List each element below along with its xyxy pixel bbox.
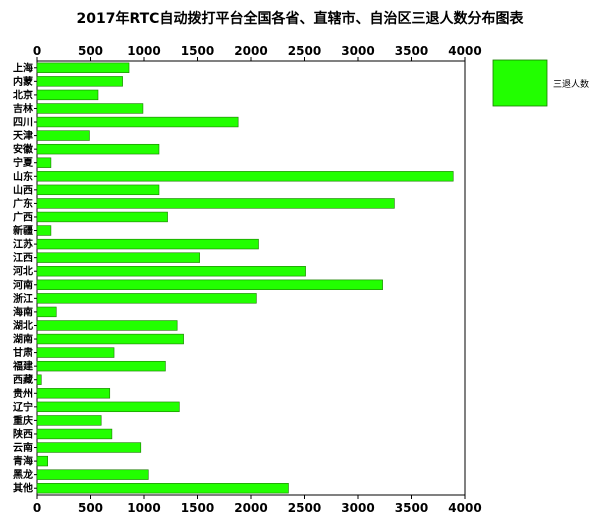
bar — [36, 89, 99, 101]
bar — [36, 225, 52, 236]
category-label: 辽宁 — [13, 400, 33, 413]
bar — [36, 360, 166, 372]
bar — [36, 279, 383, 290]
bar — [36, 116, 239, 128]
category-label: 青海 — [13, 455, 33, 468]
category-label: 宁夏 — [13, 156, 34, 169]
bar — [36, 455, 48, 467]
bar — [36, 469, 149, 480]
x-tick-label-bottom: 2500 — [288, 501, 321, 515]
x-tick-label-bottom: 500 — [78, 501, 103, 515]
category-label: 江西 — [13, 251, 33, 264]
bar — [36, 333, 184, 345]
category-label: 浙江 — [13, 292, 33, 305]
bar — [36, 103, 144, 114]
bar — [36, 347, 115, 358]
bar — [36, 483, 289, 494]
x-tick-label-top: 1500 — [181, 44, 214, 58]
category-label: 河南 — [13, 278, 33, 291]
bar — [36, 442, 142, 453]
category-label: 天津 — [13, 129, 33, 142]
x-tick-label-top: 3000 — [341, 44, 374, 58]
bar — [36, 157, 52, 168]
category-label: 上海 — [13, 61, 33, 74]
category-label: 西藏 — [13, 373, 33, 386]
x-tick-label-bottom: 3500 — [395, 501, 428, 515]
bar — [36, 62, 130, 73]
category-label: 贵州 — [13, 387, 33, 400]
category-label: 广东 — [13, 197, 33, 210]
x-tick-label-bottom: 4000 — [448, 501, 481, 515]
category-label: 其他 — [13, 482, 33, 495]
bar — [36, 76, 123, 87]
bar — [36, 266, 306, 277]
category-label: 四川 — [13, 117, 33, 129]
x-tick-label-top: 500 — [78, 44, 103, 58]
x-tick-label-bottom: 1000 — [127, 501, 160, 515]
category-label: 山东 — [13, 170, 33, 183]
bar — [36, 401, 180, 413]
category-label: 福建 — [12, 360, 34, 373]
bar — [36, 238, 259, 250]
x-tick-label-bottom: 2000 — [234, 501, 267, 515]
legend-label: 三退人数 — [553, 78, 589, 90]
bar — [36, 374, 42, 385]
category-label: 河北 — [13, 265, 33, 278]
category-label: 重庆 — [13, 414, 33, 427]
category-label: 甘肃 — [13, 346, 33, 359]
bar — [36, 198, 395, 209]
bar — [36, 415, 102, 426]
bar — [36, 171, 454, 182]
bar — [36, 252, 200, 263]
x-tick-label-top: 0 — [33, 44, 41, 58]
x-tick-label-top: 2000 — [234, 44, 267, 58]
bar — [36, 388, 111, 399]
category-label: 海南 — [13, 305, 33, 318]
bar — [36, 130, 90, 141]
x-tick-label-top: 1000 — [127, 44, 160, 58]
category-label: 湖南 — [13, 333, 33, 346]
category-label: 湖北 — [13, 319, 33, 332]
bar — [36, 211, 168, 223]
category-label: 黑龙 — [13, 468, 33, 481]
x-tick-label-bottom: 0 — [33, 501, 41, 515]
category-label: 山西 — [13, 183, 33, 196]
bar — [36, 428, 113, 440]
category-label: 陕西 — [13, 427, 33, 440]
category-label: 广西 — [13, 210, 33, 223]
category-label: 内蒙 — [13, 75, 33, 88]
bar — [36, 293, 257, 304]
category-label: 江苏 — [13, 238, 33, 251]
category-label: 北京 — [13, 88, 33, 101]
x-tick-label-top: 2500 — [288, 44, 321, 58]
chart-title: 2017年RTC自动拨打平台全国各省、直辖市、自治区三退人数分布图表 — [76, 11, 524, 27]
category-label: 新疆 — [13, 224, 33, 237]
category-label: 云南 — [13, 441, 33, 454]
x-tick-label-bottom: 1500 — [181, 501, 214, 515]
x-tick-label-top: 3500 — [395, 44, 428, 58]
x-tick-label-top: 4000 — [448, 44, 481, 58]
bar — [36, 320, 178, 331]
legend-swatch — [492, 59, 548, 107]
category-label: 吉林 — [13, 102, 34, 115]
x-tick-label-bottom: 3000 — [341, 501, 374, 515]
bar — [36, 306, 57, 318]
bar — [36, 143, 160, 155]
bar — [36, 184, 160, 196]
category-label: 安徽 — [13, 143, 34, 156]
